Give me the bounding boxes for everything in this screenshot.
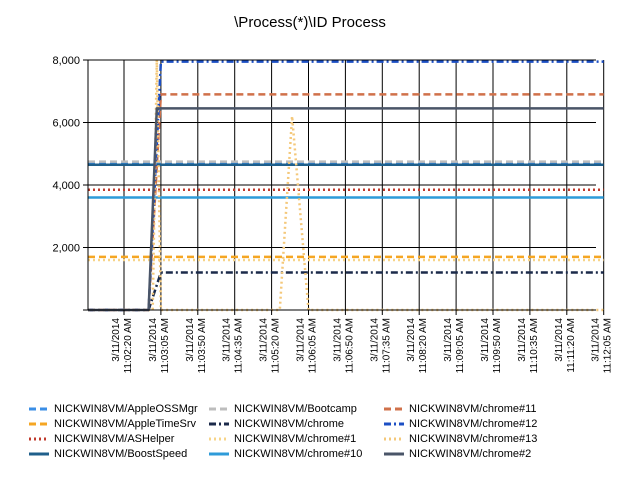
axes xyxy=(83,59,605,315)
legend-swatch xyxy=(384,452,404,456)
x-tick-time: 11:09:50 AM xyxy=(492,318,503,373)
y-tick-label: 6,000 xyxy=(52,118,80,130)
x-tick-time: 11:05:20 AM xyxy=(271,318,282,373)
legend-swatch xyxy=(29,437,49,441)
x-tick-time: 11:04:35 AM xyxy=(234,318,245,373)
y-tick-label: 8,000 xyxy=(52,55,80,67)
x-tick-label: 3/11/2014 11:09:50 AM xyxy=(480,318,503,374)
x-tick-label: 3/11/2014 11:03:50 AM xyxy=(185,318,208,374)
x-tick-time: 11:06:05 AM xyxy=(308,318,319,373)
legend-swatch xyxy=(29,407,49,411)
series-line-chrome-13 xyxy=(88,58,604,312)
legend-swatch xyxy=(209,422,229,426)
x-tick-time: 11:11:20 AM xyxy=(566,318,577,373)
legend-label: NICKWIN8VM/AppleOSSMgr xyxy=(54,403,198,415)
x-tick-date: 3/11/2014 xyxy=(406,318,417,362)
legend-swatch xyxy=(29,452,49,456)
legend-label: NICKWIN8VM/chrome#1 xyxy=(234,433,357,445)
chart-title: \Process(*)\ID Process xyxy=(234,14,386,31)
x-tick-label: 3/11/2014 11:10:35 AM xyxy=(517,318,540,374)
x-tick-label: 3/11/2014 11:11:20 AM xyxy=(554,318,577,373)
legend-label: NICKWIN8VM/ASHelper xyxy=(54,433,175,445)
legend-label: NICKWIN8VM/Bootcamp xyxy=(234,403,357,415)
x-tick-date: 3/11/2014 xyxy=(369,318,380,362)
x-tick-time: 11:10:35 AM xyxy=(529,318,540,373)
legend-label: NICKWIN8VM/chrome#12 xyxy=(409,418,538,430)
x-tick-labels: 3/11/2014 11:02:20 AM 3/11/2014 11:03:05 AM… xyxy=(111,318,614,374)
legend-swatch xyxy=(384,422,404,426)
x-tick-label: 3/11/2014 11:07:35 AM xyxy=(369,318,392,374)
x-tick-time: 11:08:20 AM xyxy=(418,318,429,373)
x-tick-date: 3/11/2014 xyxy=(296,318,307,362)
y-tick-labels: 8,000 6,000 4,000 2,000 xyxy=(52,55,80,255)
legend-label: NICKWIN8VM/chrome#10 xyxy=(234,448,363,460)
x-tick-date: 3/11/2014 xyxy=(332,318,343,362)
legend-label: NICKWIN8VM/chrome#11 xyxy=(409,403,537,415)
x-tick-date: 3/11/2014 xyxy=(148,318,159,362)
x-tick-time: 11:03:50 AM xyxy=(197,318,208,373)
x-tick-date: 3/11/2014 xyxy=(259,318,270,362)
x-tick-label: 3/11/2014 11:08:20 AM xyxy=(406,318,429,374)
legend-label: NICKWIN8VM/chrome#2 xyxy=(409,448,532,460)
x-tick-label: 3/11/2014 11:12:05 AM xyxy=(591,318,614,374)
x-tick-date: 3/11/2014 xyxy=(111,318,122,362)
legend-swatch xyxy=(29,422,49,426)
legend-label: NICKWIN8VM/chrome xyxy=(234,418,345,430)
x-tick-label: 3/11/2014 11:02:20 AM xyxy=(111,318,134,374)
x-tick-time: 11:02:20 AM xyxy=(123,318,134,373)
x-tick-label: 3/11/2014 11:04:35 AM xyxy=(222,318,245,374)
x-tick-time: 11:06:50 AM xyxy=(344,318,355,373)
x-tick-label: 3/11/2014 11:09:05 AM xyxy=(443,318,466,374)
x-tick-date: 3/11/2014 xyxy=(222,318,233,362)
y-tick-label: 4,000 xyxy=(52,180,80,192)
x-tick-date: 3/11/2014 xyxy=(517,318,528,362)
legend-swatch xyxy=(209,452,229,456)
x-tick-label: 3/11/2014 11:03:05 AM xyxy=(148,318,171,374)
x-tick-time: 11:03:05 AM xyxy=(160,318,171,373)
x-tick-date: 3/11/2014 xyxy=(443,318,454,362)
x-tick-time: 11:09:05 AM xyxy=(455,318,466,373)
x-tick-label: 3/11/2014 11:06:05 AM xyxy=(296,318,319,374)
legend-swatch xyxy=(384,437,404,441)
legend-swatch xyxy=(384,407,404,411)
x-tick-date: 3/11/2014 xyxy=(554,318,565,362)
x-tick-date: 3/11/2014 xyxy=(185,318,196,362)
legend-label: NICKWIN8VM/BoostSpeed xyxy=(54,448,188,460)
x-tick-time: 11:12:05 AM xyxy=(603,318,614,373)
grid-lines xyxy=(88,59,605,310)
x-tick-time: 11:07:35 AM xyxy=(381,318,392,373)
x-tick-label: 3/11/2014 11:05:20 AM xyxy=(259,318,282,374)
legend-label: NICKWIN8VM/AppleTimeSrv xyxy=(54,418,197,430)
x-tick-date: 3/11/2014 xyxy=(591,318,602,362)
legend-swatch xyxy=(209,437,229,441)
legend-swatch xyxy=(209,407,229,411)
legend-label: NICKWIN8VM/chrome#13 xyxy=(409,433,538,445)
x-tick-date: 3/11/2014 xyxy=(480,318,491,362)
y-tick-label: 2,000 xyxy=(52,243,80,255)
x-tick-label: 3/11/2014 11:06:50 AM xyxy=(332,318,355,374)
